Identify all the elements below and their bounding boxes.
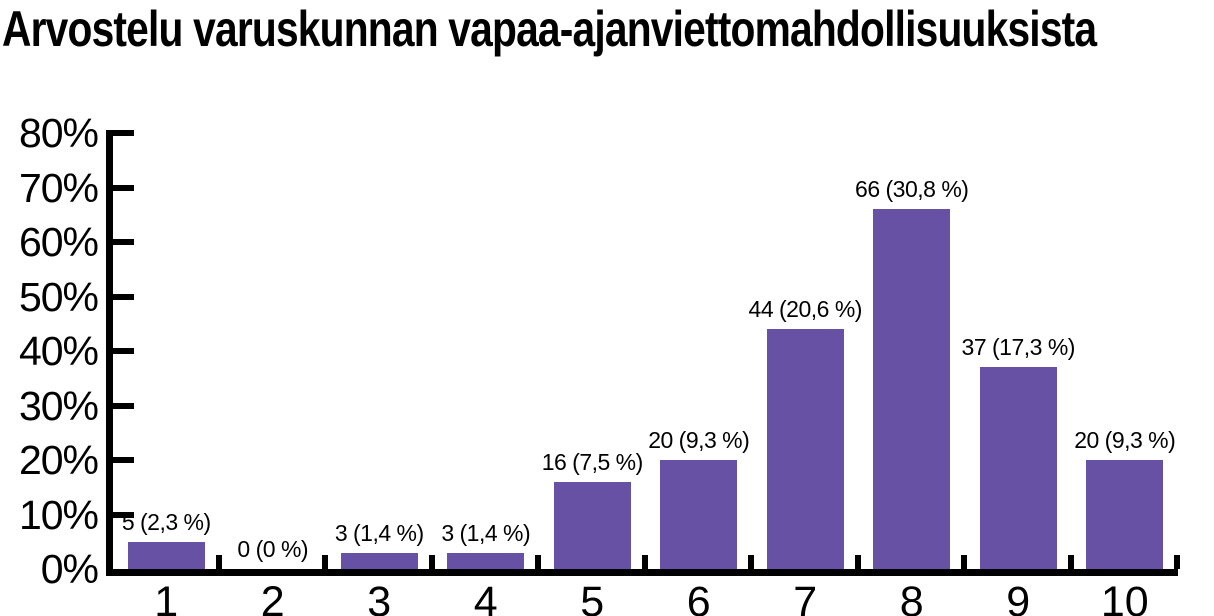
- y-axis-tick: [106, 293, 134, 300]
- bar-1: [127, 541, 205, 569]
- bar-value-label: 20 (9,3 %): [1074, 427, 1176, 453]
- y-tick-label: 0%: [40, 546, 99, 592]
- y-axis-tick: [106, 184, 134, 191]
- x-axis-tick: [215, 555, 222, 569]
- y-tick-label: 10%: [18, 491, 99, 538]
- chart-title-text: Arvostelu varuskunnan vapaa-ajanviettoma…: [2, 1, 1097, 57]
- x-axis-tick: [854, 555, 861, 569]
- y-tick-label: 40%: [18, 328, 99, 374]
- x-tick-label: 9: [1006, 578, 1031, 616]
- y-tick-label: 70%: [18, 164, 99, 211]
- bar-value-label: 66 (30,8 %): [855, 176, 969, 203]
- bar-8: [873, 209, 951, 569]
- x-tick-label: 2: [260, 578, 285, 616]
- bar-4: [447, 552, 525, 569]
- bar-3: [340, 552, 418, 569]
- bar-value-label: 0 (0 %): [237, 536, 309, 562]
- plot-area: 80% 70% 60% 50% 40% 30% 20% 10% 0% 5 (2,3 %) 0 (0…: [19, 111, 1180, 616]
- y-axis-tick: [106, 130, 134, 136]
- y-axis-tick: [106, 511, 134, 518]
- bar-value-label: 3 (1,4 %): [441, 519, 531, 546]
- x-tick-label: 10: [1100, 578, 1149, 616]
- x-axis-tick: [961, 555, 967, 569]
- y-axis-tick: [106, 239, 134, 245]
- y-tick-label: 60%: [18, 219, 99, 265]
- x-axis-tick: [641, 555, 648, 569]
- x-tick-label: 5: [580, 578, 605, 616]
- y-axis-tick: [106, 457, 134, 463]
- chart-title: Arvostelu varuskunnan vapaa-ajanviettoma…: [2, 0, 1214, 58]
- x-axis-tick: [428, 555, 435, 569]
- y-tick-label: 80%: [18, 110, 99, 156]
- x-axis-tick: [1067, 555, 1074, 569]
- x-tick-label: 3: [367, 578, 392, 616]
- y-tick-label: 30%: [18, 382, 99, 429]
- y-axis-tick: [106, 348, 134, 354]
- bar-value-label: 5 (2,3 %): [121, 508, 211, 535]
- x-tick-label: 8: [899, 578, 924, 616]
- x-axis-tick: [535, 555, 541, 569]
- x-axis-tick: [748, 555, 754, 569]
- bar-value-label: 44 (20,6 %): [748, 296, 863, 323]
- x-axis-tick: [322, 555, 328, 569]
- x-tick-label: 4: [473, 578, 498, 616]
- x-axis-tick: [1174, 555, 1180, 569]
- bar-6: [660, 460, 738, 569]
- x-axis-line: [106, 569, 1178, 576]
- bar-9: [979, 367, 1057, 569]
- bar-5: [553, 481, 631, 569]
- bar-7: [766, 329, 844, 569]
- x-tick-label: 6: [686, 578, 711, 616]
- bar-value-label: 20 (9,3 %): [648, 427, 750, 453]
- bar-10: [1086, 460, 1164, 569]
- y-axis-tick: [106, 402, 134, 409]
- bar-value-label: 3 (1,4 %): [334, 519, 424, 546]
- bar-value-label: 16 (7,5 %): [541, 448, 644, 475]
- x-tick-label: 7: [793, 578, 818, 616]
- x-tick-label: 1: [154, 578, 179, 616]
- bar-value-label: 37 (17,3 %): [961, 334, 1076, 361]
- y-tick-label: 20%: [18, 437, 99, 483]
- y-tick-label: 50%: [18, 273, 99, 320]
